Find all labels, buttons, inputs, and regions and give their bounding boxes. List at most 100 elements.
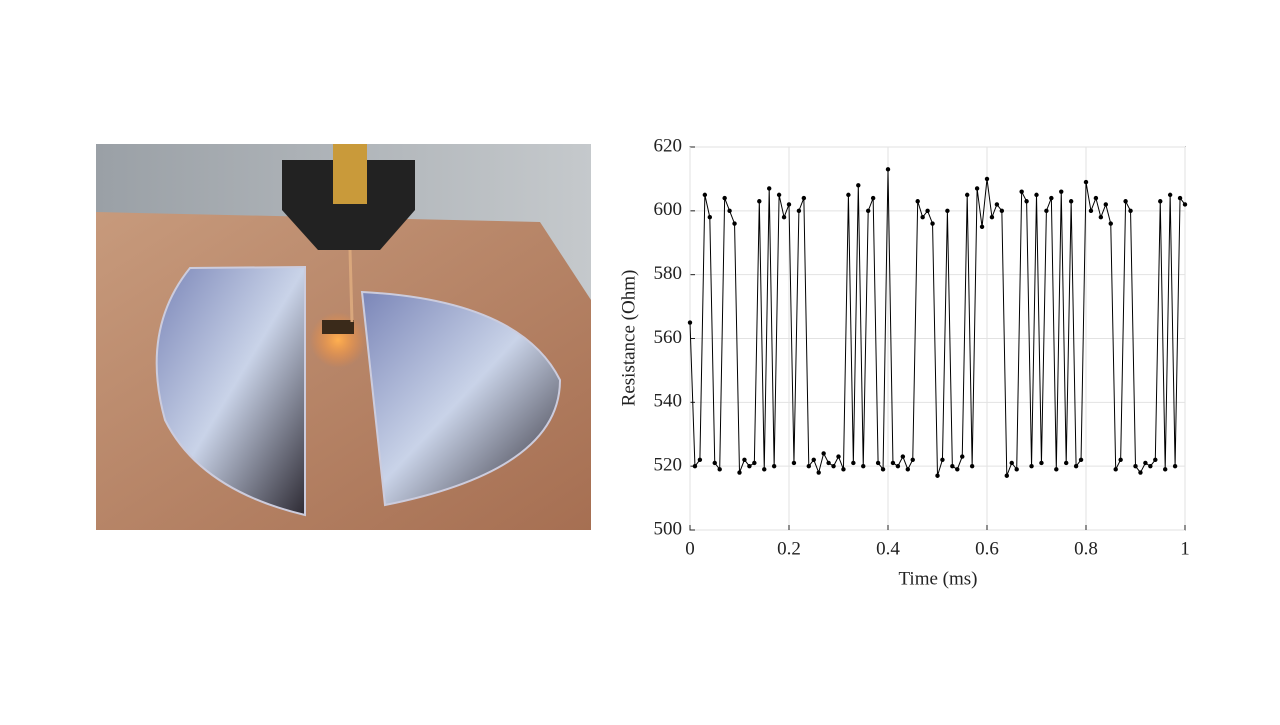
data-point [885,167,891,172]
data-point [974,186,980,191]
data-point [994,202,1000,207]
data-point [796,208,802,214]
x-tick-label: 0.2 [777,538,801,559]
data-point [791,460,797,466]
data-point [811,457,816,462]
data-point [1009,460,1014,466]
data-point [1064,460,1069,466]
y-axis-label: Resistance (Ohm) [618,270,639,407]
data-point [1093,195,1099,201]
data-point [1059,189,1064,194]
data-point [1068,199,1074,204]
data-point [1024,199,1029,204]
data-point [776,192,782,198]
data-point [1049,195,1054,201]
data-point [1128,208,1133,214]
y-tick-label: 560 [654,327,683,348]
x-tick-label: 0.8 [1074,538,1098,559]
data-point [702,192,708,198]
data-point [747,463,752,469]
data-point [712,460,717,466]
data-point [945,208,950,214]
data-point [767,186,772,191]
data-point [851,460,856,466]
data-point [727,208,732,214]
data-point [969,463,975,469]
data-point [1172,463,1178,469]
x-axis-label: Time (ms) [898,568,977,589]
x-tick-label: 0.4 [876,538,900,559]
data-point [1029,463,1034,469]
data-point [841,467,846,472]
data-point [1044,208,1049,214]
data-point [875,460,881,466]
data-point [692,463,698,469]
data-point [861,463,866,469]
data-point [960,454,965,459]
data-point [717,467,722,472]
data-point [935,473,940,478]
data-point [955,467,960,472]
data-point [984,176,990,182]
data-point [1039,460,1044,466]
data-point [930,221,935,226]
data-point [965,192,970,198]
data-point [1163,467,1168,472]
data-point [979,224,985,229]
data-point [821,451,826,456]
y-tick-label: 580 [654,263,683,284]
data-point [1083,179,1089,185]
data-point [866,208,871,214]
data-point [752,460,757,466]
signal-line [689,169,1186,476]
data-point [1019,189,1024,194]
data-point [1073,463,1079,469]
data-point [900,454,906,459]
data-point [762,467,767,472]
y-tick-label: 600 [654,199,683,220]
data-point [846,192,851,198]
y-tick-label: 540 [654,391,683,412]
photo [96,144,591,530]
data-point [1054,467,1059,472]
data-point [905,467,910,472]
data-point [722,195,727,201]
data-point [786,202,792,207]
data-point [781,215,787,220]
x-tick-label: 0 [685,538,695,559]
data-point [1177,195,1183,201]
data-point [920,215,925,220]
data-point [1078,457,1084,462]
data-point [737,470,742,475]
x-tick-label: 0.6 [975,538,999,559]
data-point [757,199,762,204]
data-point [1158,199,1163,204]
data-point [890,460,896,466]
data-point [989,215,995,220]
data-point [707,215,712,220]
y-tick-label: 520 [654,455,683,476]
data-point [856,183,861,188]
data-point [687,320,693,325]
data-point [697,457,703,462]
data-point [1123,199,1128,204]
data-point [826,460,831,466]
data-point [910,457,915,462]
data-point [1143,460,1148,466]
x-tick-label: 1 [1180,538,1190,559]
data-point [1182,202,1188,207]
data-point [816,470,821,475]
data-point [742,457,747,462]
data-point [870,195,876,201]
data-point [1034,192,1039,198]
data-point [940,457,945,462]
data-point [1014,467,1019,472]
data-point [1108,221,1113,226]
data-point [1118,457,1123,462]
data-point [806,463,811,469]
data-point [1113,467,1118,472]
data-point [831,463,836,469]
data-point [999,208,1005,214]
data-point [1103,202,1109,207]
data-point [1153,457,1158,462]
